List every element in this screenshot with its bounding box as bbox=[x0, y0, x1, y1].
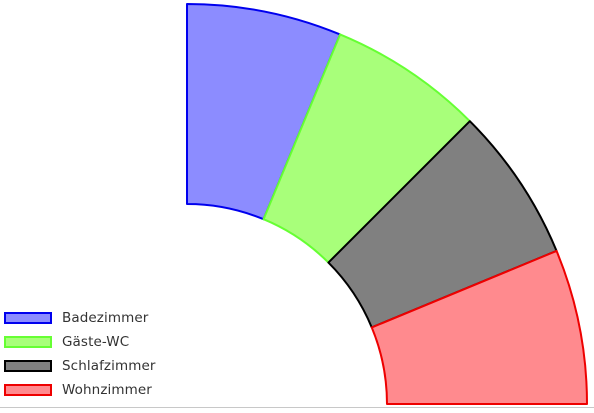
chart-baseline bbox=[0, 407, 594, 408]
legend: Badezimmer Gäste-WC Schlafzimmer Wohnzim… bbox=[4, 306, 156, 402]
legend-item-badezimmer[interactable]: Badezimmer bbox=[4, 306, 156, 330]
legend-label: Gäste-WC bbox=[62, 334, 130, 350]
legend-item-schlafzimmer[interactable]: Schlafzimmer bbox=[4, 354, 156, 378]
legend-item-wohnzimmer[interactable]: Wohnzimmer bbox=[4, 378, 156, 402]
slice-wohnzimmer[interactable] bbox=[370, 249, 588, 405]
legend-swatch bbox=[4, 360, 52, 372]
legend-swatch bbox=[4, 336, 52, 348]
legend-label: Badezimmer bbox=[62, 310, 149, 326]
legend-swatch bbox=[4, 312, 52, 324]
legend-item-gaeste-wc[interactable]: Gäste-WC bbox=[4, 330, 156, 354]
legend-label: Wohnzimmer bbox=[62, 382, 152, 398]
legend-swatch bbox=[4, 384, 52, 396]
legend-label: Schlafzimmer bbox=[62, 358, 156, 374]
